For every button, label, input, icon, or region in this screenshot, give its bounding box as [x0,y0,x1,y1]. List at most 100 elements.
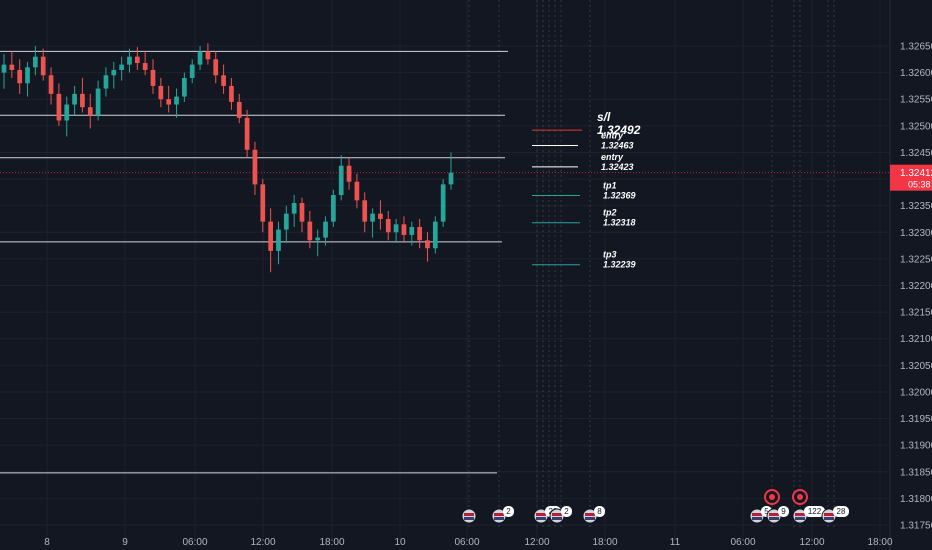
time-tick-label: 8 [44,537,50,548]
current-price-badge[interactable] [890,164,932,191]
event-marker[interactable]: 28 [821,506,849,524]
sl-value: 1.32492 [597,123,641,137]
candle-body [17,69,23,84]
entry2-label: entry [601,152,624,162]
flag-stripe [585,513,595,516]
candle-body [370,213,375,222]
economic-event-markers[interactable]: 222285912228 [461,489,849,524]
candle-body [25,67,30,84]
candle-body [127,56,132,65]
candle-body [182,77,187,97]
candle-body [244,117,250,150]
flag-stripe [795,513,805,516]
candle-body [409,226,415,235]
candle-body [221,75,226,86]
event-count: 2 [506,507,511,516]
price-tick-label: 1.32350 [900,201,932,212]
flag-stripe [552,517,562,520]
tp3-value: 1.32239 [603,260,636,270]
event-marker[interactable] [461,508,477,524]
event-count: 2 [564,507,569,516]
candle-body [268,221,273,251]
trade-annotations[interactable]: s/l1.32492entry1.32463entry1.32423tp11.3… [532,110,641,270]
price-tick-label: 1.31900 [900,441,932,452]
candle-body [323,221,328,238]
price-tick-label: 1.32450 [900,148,932,159]
tp1-label: tp1 [603,181,617,191]
candle-body [158,85,164,100]
candle-body [103,75,109,89]
candle-body [354,181,360,201]
candle-body [56,93,62,121]
candle-body [393,224,399,233]
event-marker[interactable]: 8 [582,506,605,524]
candle-body [111,69,117,76]
candle-body [346,165,352,182]
candle-body [338,165,344,196]
time-tick-label: 12:00 [799,537,824,548]
time-tick-label: 18:00 [319,537,344,548]
event-count-badge [778,506,789,517]
event-count-badge [594,506,605,517]
time-tick-label: 10 [394,537,406,548]
candle-body [1,64,7,73]
price-tick-label: 1.32500 [900,121,932,132]
price-tick-label: 1.32200 [900,281,932,292]
candle-body [9,64,15,70]
price-tick-label: 1.32050 [900,361,932,372]
flag-stripe [536,517,546,520]
price-tick-label: 1.31850 [900,467,932,478]
event-marker[interactable]: 2 [491,506,514,524]
tp1-value: 1.32369 [603,191,636,201]
time-axis[interactable]: 8 9 06:00 12:00 18:00 10 06:00 12:00 18:00 11 06:0… [0,528,893,550]
event-marker[interactable]: 122 [792,506,825,524]
time-tick-label: 06:00 [730,537,755,548]
event-marker[interactable]: 2 [549,506,572,524]
event-count: 9 [781,507,786,516]
candle-body [64,104,70,121]
time-tick-label: 06:00 [182,537,207,548]
price-tick-label: 1.31950 [900,414,932,425]
candle-body [205,51,211,60]
tp2-label: tp2 [603,208,617,218]
event-count-badge [804,506,825,517]
candle-body [401,224,407,235]
event-marker-high[interactable] [764,489,780,505]
candle-body [213,59,219,76]
price-tick-label: 1.31750 [900,521,932,532]
time-tick-label: 9 [122,537,128,548]
candle-body [33,56,38,68]
candle-body [425,240,430,249]
chart-grid [0,0,890,540]
price-tick-label: 1.32150 [900,308,932,319]
horizontal-lines[interactable] [0,50,508,474]
flag-stripe [824,513,834,516]
candle-body [440,184,446,222]
event-marker[interactable]: 9 [766,506,789,524]
candle-body [417,226,422,241]
candle-body [166,99,172,105]
flag-stripe [585,517,595,520]
event-marker-high[interactable] [792,489,808,505]
flag-stripe [464,513,474,516]
flag-stripe [536,513,546,516]
candle-body [432,221,438,249]
flag-stripe [552,513,562,516]
event-count: 122 [808,507,822,516]
candle-body [174,96,179,105]
candle-body [72,93,77,105]
event-count: 5 [764,507,769,516]
candle-body [252,149,258,185]
price-axis[interactable]: 1.32650 1.32600 1.32550 1.32500 1.32450 1.324… [889,0,932,550]
sl-label: s/l [597,110,611,124]
event-count-badge [503,506,514,517]
candle-body [134,56,140,64]
candle-body [283,213,289,230]
alert-dot [797,494,803,500]
candle-body [331,195,336,222]
flag-stripe [494,513,504,516]
candle-body [40,56,46,76]
price-axis-bg [890,0,932,550]
price-tick-label: 1.32300 [900,228,932,239]
